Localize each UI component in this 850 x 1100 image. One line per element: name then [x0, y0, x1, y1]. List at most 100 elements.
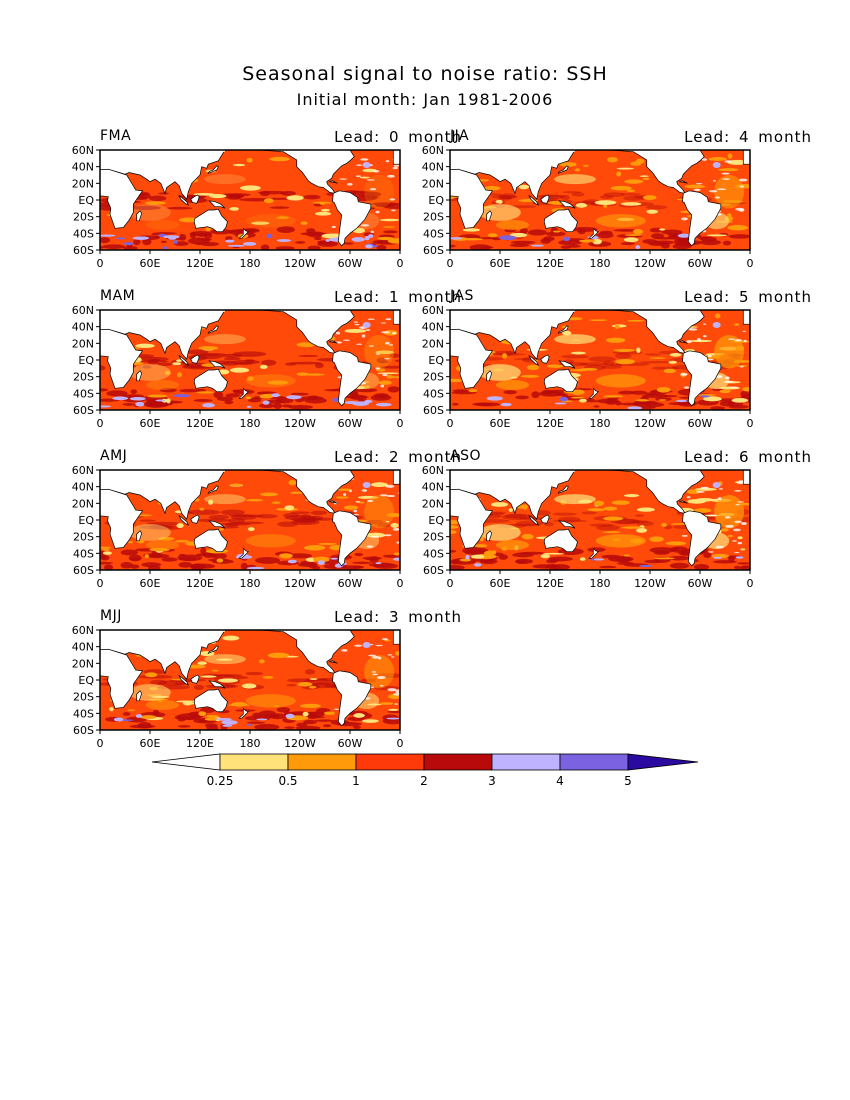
y-tick-label: EQ — [78, 354, 94, 367]
land-eurasia — [450, 310, 576, 360]
panel-season-label: JAS — [450, 288, 474, 304]
x-tick-label: 120E — [536, 417, 564, 430]
colorbar-segment — [559, 753, 629, 771]
land-sumatra — [528, 514, 540, 526]
y-tick-label: 40N — [72, 161, 94, 174]
y-tick-label: EQ — [428, 354, 444, 367]
x-tick-label: 60W — [688, 417, 713, 430]
land-borneo — [540, 194, 550, 204]
land-borneo — [190, 674, 200, 684]
panel-season-label: MJJ — [100, 608, 122, 624]
x-tick-label: 60W — [338, 257, 363, 270]
land-southam — [332, 510, 372, 567]
colorbar-label: 5 — [624, 774, 632, 788]
land-eurasia — [450, 470, 576, 520]
panel-lead-label: Lead: 3 month — [334, 608, 462, 626]
land-eurasia — [100, 310, 226, 360]
land-eurasia — [450, 150, 576, 200]
land-japan — [207, 325, 219, 334]
y-tick-label: EQ — [428, 194, 444, 207]
colorbar-segment — [355, 753, 425, 771]
y-tick-label: 60N — [422, 304, 444, 317]
y-tick-label: 20N — [72, 177, 94, 190]
map-panel-aso: ASO Lead: 6 month 60N 40N 20N EQ 20S 40S 60S 0 60E… — [422, 448, 820, 590]
panel-lead-label: Lead: 2 month — [334, 448, 462, 466]
x-tick-label: 0 — [397, 737, 404, 750]
land-borneo — [190, 194, 200, 204]
land-japan — [207, 165, 219, 174]
map-panel-jas: JAS Lead: 5 month 60N 40N 20N EQ 20S 40S 60S 0 60E… — [422, 288, 820, 430]
y-tick-label: 40S — [73, 547, 94, 560]
y-tick-label: 20N — [72, 497, 94, 510]
land-eurasia — [100, 150, 226, 200]
x-tick-label: 60W — [338, 737, 363, 750]
land-japan — [207, 485, 219, 494]
x-tick-label: 180 — [590, 417, 611, 430]
land-cuba — [329, 660, 338, 664]
x-tick-label: 180 — [590, 577, 611, 590]
map-panel-fma: FMA Lead: 0 month 60N 40N 20N EQ 20S 40S 60S 0 60E… — [72, 128, 470, 270]
x-tick-label: 120W — [634, 417, 666, 430]
land-madagascar — [136, 210, 143, 222]
land-borneo — [540, 514, 550, 524]
y-tick-label: 40N — [422, 321, 444, 334]
land-southam — [682, 510, 722, 567]
land-southam — [682, 190, 722, 247]
x-tick-label: 180 — [240, 577, 261, 590]
land-sumatra — [178, 674, 190, 686]
land-madagascar — [136, 690, 143, 702]
x-tick-label: 120W — [634, 577, 666, 590]
land-cuba — [329, 500, 338, 504]
land-borneo — [190, 354, 200, 364]
x-tick-label: 0 — [397, 257, 404, 270]
land-sumatra — [528, 354, 540, 366]
colorbar-label: 0.25 — [207, 774, 234, 788]
land-newguinea — [558, 520, 576, 529]
figure-subtitle: Initial month: Jan 1981-2006 — [296, 90, 554, 109]
land-newguinea — [208, 200, 226, 209]
land-newzealand — [238, 707, 249, 719]
colorbar-label: 4 — [556, 774, 564, 788]
y-tick-label: 60S — [73, 244, 94, 257]
land-japan — [207, 645, 219, 654]
y-tick-label: EQ — [78, 674, 94, 687]
x-tick-label: 60E — [140, 577, 161, 590]
x-tick-label: 0 — [447, 577, 454, 590]
y-tick-label: 60N — [72, 624, 94, 637]
y-tick-label: 20S — [73, 531, 94, 544]
colorbar-segment — [287, 753, 357, 771]
map-panel-mam: MAM Lead: 1 month 60N 40N 20N EQ 20S 40S 60S 0 60E… — [72, 288, 470, 430]
colorbar-segment — [491, 753, 561, 771]
y-tick-label: 60N — [72, 144, 94, 157]
land-cuba — [329, 340, 338, 344]
land-madagascar — [486, 210, 493, 222]
colorbar-segment — [219, 753, 289, 771]
land-australia — [543, 368, 578, 393]
land-sumatra — [178, 514, 190, 526]
map-panel-amj: AMJ Lead: 2 month 60N 40N 20N EQ 20S 40S 60S 0 60E… — [72, 448, 470, 590]
land-sumatra — [178, 194, 190, 206]
x-tick-label: 180 — [590, 257, 611, 270]
colorbar-label: 3 — [488, 774, 496, 788]
land-cuba — [329, 180, 338, 184]
x-tick-label: 60W — [338, 417, 363, 430]
y-tick-label: 20N — [422, 497, 444, 510]
x-tick-label: 120E — [536, 577, 564, 590]
land-japan — [557, 485, 569, 494]
panel-season-label: FMA — [100, 128, 132, 144]
y-tick-label: 20N — [72, 657, 94, 670]
x-tick-label: 0 — [447, 417, 454, 430]
land-cuba — [679, 340, 688, 344]
colorbar-segment — [423, 753, 493, 771]
y-tick-label: 40N — [72, 481, 94, 494]
x-tick-label: 60E — [140, 737, 161, 750]
y-tick-label: 20S — [73, 371, 94, 384]
x-tick-label: 0 — [747, 577, 754, 590]
x-tick-label: 60E — [490, 417, 511, 430]
map-panel-mjj: MJJ Lead: 3 month 60N 40N 20N EQ 20S 40S 60S 0 60E… — [72, 608, 470, 750]
y-tick-label: EQ — [78, 514, 94, 527]
